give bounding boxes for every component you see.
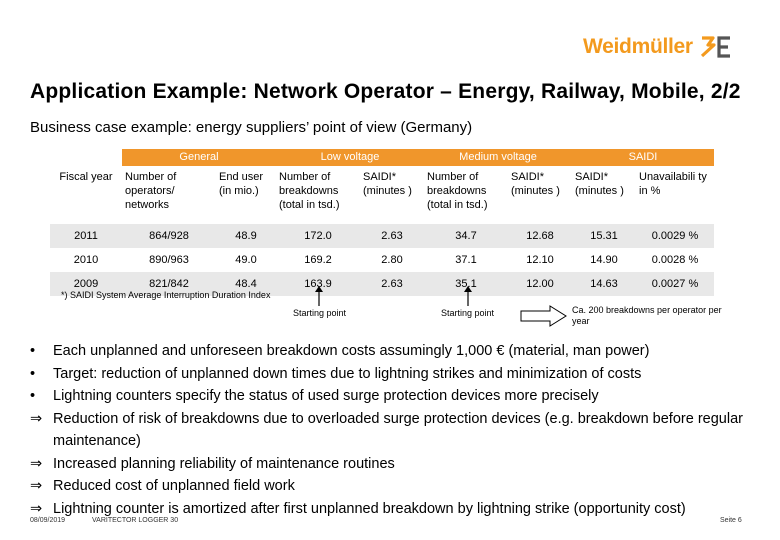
table-row: 2011 864/928 48.9 172.0 2.63 34.7 12.68 … (50, 223, 714, 248)
table-cell: 890/963 (149, 254, 189, 266)
list-item-text: Reduction of risk of breakdowns due to o… (53, 410, 743, 450)
table-cell: 14.90 (590, 254, 618, 266)
data-table: General Low voltage Medium voltage SAIDI… (50, 149, 714, 296)
group-header: Medium voltage (424, 149, 572, 166)
table-cell: 12.68 (508, 223, 572, 248)
table-cell: 12.10 (526, 254, 554, 266)
page-subtitle: Business case example: energy suppliers’… (30, 119, 473, 136)
table-cell: 14.63 (572, 272, 636, 296)
table-cell: 2.63 (360, 272, 424, 296)
implication-marker: ⇒ (30, 410, 43, 427)
list-item-text: Lightning counter is amortized after fir… (53, 500, 686, 517)
table-cell: 172.0 (276, 223, 360, 248)
arrow-up-icon (315, 286, 323, 306)
list-item: ⇒ Reduced cost of unplanned field work (30, 475, 770, 498)
page-title: Application Example: Network Operator – … (30, 80, 741, 103)
column-header: End user (in mio.) (216, 166, 276, 224)
logo-text: Weidmüller (583, 35, 693, 58)
column-header: SAIDI* (minutes ) (572, 166, 636, 224)
list-item: ⇒ Increased planning reliability of maint… (30, 453, 770, 476)
bullet-marker: • (30, 365, 36, 382)
table-cell: 821/842 (122, 272, 216, 296)
logo-mark-icon (700, 36, 730, 58)
implication-marker: ⇒ (30, 500, 43, 517)
implication-marker: ⇒ (30, 455, 43, 472)
column-header: Fiscal year (50, 166, 122, 224)
list-item-text: Target: reduction of unplanned down time… (53, 365, 642, 382)
table-row: 2009 821/842 48.4 163.9 2.63 35.1 12.00 … (50, 272, 714, 296)
list-item-text: Each unplanned and unforeseen breakdown … (53, 343, 650, 359)
table-cell: 2.80 (381, 254, 403, 266)
table-group-spacer (50, 149, 122, 166)
list-item: ⇒ Lightning counter is amortized after fi… (30, 498, 770, 521)
table-cell: 49.0 (235, 254, 257, 266)
arrow-up-icon (464, 286, 472, 306)
table-cell: 37.1 (455, 254, 477, 266)
benefits-list: • Each unplanned and unforeseen breakdown… (30, 340, 770, 520)
table-group-header-row: General Low voltage Medium voltage SAIDI (50, 149, 714, 166)
table-cell: 48.9 (216, 223, 276, 248)
list-item-text: Increased planning reliability of mainte… (53, 455, 395, 472)
header-band (0, 0, 780, 64)
column-header: Number of breakdowns (total in tsd.) (424, 166, 508, 224)
footer-date: 08/09/2019 (30, 517, 66, 524)
column-header: SAIDI* (minutes ) (360, 166, 424, 224)
weidmueller-logo: Weidmüller (583, 33, 733, 61)
column-header: Number of breakdowns (total in tsd.) (276, 166, 360, 224)
table-cell: 15.31 (572, 223, 636, 248)
starting-point-label: Starting point (441, 308, 495, 318)
table-cell: 864/928 (122, 223, 216, 248)
column-header: SAIDI* (minutes ) (508, 166, 572, 224)
table-cell: 0.0028 % (651, 254, 699, 266)
bullet-marker: • (30, 388, 36, 404)
table-cell: 2011 (50, 223, 122, 248)
list-item: • Each unplanned and unforeseen breakdown… (30, 340, 770, 363)
table-row: 2010 890/963 49.0 169.2 2.80 37.1 12.10 … (50, 248, 714, 272)
table-cell: 12.00 (508, 272, 572, 296)
group-header: SAIDI (572, 149, 714, 166)
list-item-text: Reduced cost of unplanned field work (53, 478, 295, 494)
group-header: General (122, 149, 276, 166)
list-item: ⇒ Reduction of risk of breakdowns due to … (30, 408, 770, 453)
right-arrow-icon (520, 305, 567, 327)
table-cell: 2009 (50, 272, 122, 296)
table-subheader-row: Fiscal year Number of operators/ network… (50, 166, 714, 224)
saidi-footnote: *) SAIDI System Average Interruption Dur… (61, 290, 271, 300)
footer-product: VARITECTOR LOGGER 30 (92, 517, 179, 524)
column-header: Number of operators/ networks (122, 166, 216, 224)
list-item: • Target: reduction of unplanned down tim… (30, 363, 770, 386)
group-header: Low voltage (276, 149, 424, 166)
table-cell: 2010 (73, 254, 99, 266)
table-cell: 2.63 (360, 223, 424, 248)
implication-marker: ⇒ (30, 478, 43, 494)
table-cell: 0.0029 % (636, 223, 714, 248)
table-cell: 169.2 (304, 254, 332, 266)
table-cell: 48.4 (216, 272, 276, 296)
list-item-text: Lightning counters specify the status of… (53, 388, 599, 404)
breakdowns-callout: Ca. 200 breakdowns per operator per year (572, 305, 722, 326)
table-cell: 0.0027 % (636, 272, 714, 296)
list-item: • Lightning counters specify the status o… (30, 385, 770, 408)
table-cell: 34.7 (424, 223, 508, 248)
starting-point-label: Starting point (293, 308, 347, 318)
column-header: Unavailabili ty in % (636, 166, 714, 224)
bullet-marker: • (30, 343, 36, 359)
footer-page-number: Seite 6 (720, 517, 742, 524)
